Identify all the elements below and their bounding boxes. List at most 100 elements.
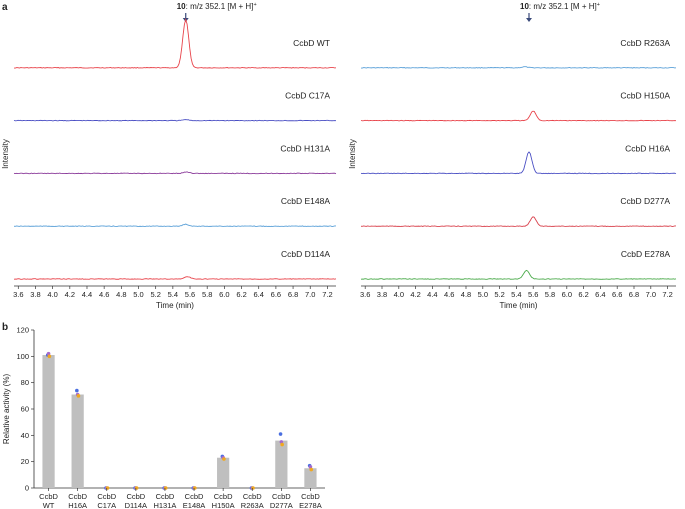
x-tick-label: 7.2	[322, 290, 332, 299]
trace-label-ccbd-r263a: CcbD R263A	[620, 38, 670, 48]
x-tick-label-line1: CcbD	[214, 492, 233, 501]
x-tick-label: 5.6	[528, 290, 538, 299]
x-tick-label: 6.4	[595, 290, 605, 299]
y-tick-label: 60	[21, 405, 29, 414]
trace-label-ccbd-h131a: CcbD H131A	[280, 143, 330, 153]
replicate-point	[280, 442, 284, 447]
trace-label-ccbd-d114a: CcbD D114A	[281, 249, 330, 259]
x-tick-label: 3.6	[13, 290, 23, 299]
panel-b-label: b	[2, 322, 8, 333]
x-axis-label: Time (min)	[156, 301, 194, 310]
x-tick-label: 3.8	[30, 290, 40, 299]
y-tick-label: 20	[21, 457, 29, 466]
trace-label-ccbd-e278a: CcbD E278A	[621, 249, 670, 259]
x-tick-label: 4.4	[427, 290, 437, 299]
x-tick-label-line1: CcbD	[97, 492, 116, 501]
x-tick-label: 4.0	[47, 290, 57, 299]
trace-ccbd-h131a	[13, 171, 337, 175]
x-tick-label-line1: CcbD	[185, 492, 204, 501]
x-tick-label: 4.0	[394, 290, 404, 299]
x-tick-label: 4.4	[82, 290, 92, 299]
x-tick-label-line2: H131A	[153, 501, 176, 509]
x-tick-label-line1: CcbD	[126, 492, 145, 501]
x-tick-label: 5.4	[511, 290, 521, 299]
y-tick-label: 80	[21, 378, 29, 387]
panel-a-right-chromatograms: 10: m/z 352.1 [M + H]+ Intensity CcbD R263…	[348, 2, 677, 310]
x-tick-label-line2: C17A	[97, 501, 116, 509]
x-tick-label: 5.4	[168, 290, 178, 299]
replicate-point	[76, 394, 81, 398]
x-tick-label: 6.2	[236, 290, 246, 299]
x-tick-label-line2: D277A	[270, 501, 293, 509]
x-tick-label-line2: E148A	[183, 501, 206, 509]
trace-label-ccbd-h150a: CcbD H150A	[620, 91, 670, 101]
x-tick-label: 5.0	[133, 290, 143, 299]
x-tick-label-line2: D114A	[125, 501, 147, 509]
x-tick-label: 4.2	[65, 290, 75, 299]
replicate-point	[222, 457, 226, 461]
x-tick-label: 4.8	[116, 290, 126, 299]
trace-label-ccbd-h16a: CcbD H16A	[625, 143, 670, 153]
replicate-point	[134, 486, 139, 490]
x-tick-label: 4.6	[444, 290, 454, 299]
replicate-point	[105, 486, 110, 490]
x-tick-label: 7.2	[662, 290, 672, 299]
x-tick-label: 4.6	[99, 290, 109, 299]
y-tick-label: 40	[21, 431, 29, 440]
replicate-point	[193, 486, 197, 490]
trace-ccbd-c17a	[13, 119, 337, 122]
x-tick-label-line1: CcbD	[243, 492, 262, 501]
bar-ccbd-h150a	[217, 457, 230, 488]
x-tick-label: 6.2	[578, 290, 588, 299]
annotation-arrow-head	[526, 18, 532, 22]
compound-annotation: 10: m/z 352.1 [M + H]+	[177, 2, 257, 11]
bar-ccbd-wt	[42, 355, 55, 488]
x-tick-label: 6.0	[219, 290, 229, 299]
x-tick-label: 6.4	[254, 290, 264, 299]
x-tick-label: 6.6	[612, 290, 622, 299]
x-tick-label-line2: R263A	[241, 501, 264, 509]
x-tick-label-line2: E278A	[299, 501, 322, 509]
x-tick-label: 6.0	[562, 290, 572, 299]
panel-a-left-chromatograms: 10: m/z 352.1 [M + H]+ Intensity CcbD WT Cc…	[1, 2, 337, 310]
x-tick-label: 5.6	[185, 290, 195, 299]
x-tick-label: 7.0	[646, 290, 656, 299]
y-tick-label: 100	[16, 352, 29, 361]
trace-ccbd-r263a	[360, 66, 677, 69]
trace-ccbd-h150a	[360, 110, 677, 122]
x-tick-label: 3.6	[360, 290, 370, 299]
y-tick-label: 120	[16, 326, 29, 335]
x-tick-label-line1: CcbD	[68, 492, 87, 501]
compound-annotation: 10: m/z 352.1 [M + H]+	[520, 2, 600, 11]
x-tick-label: 6.8	[288, 290, 298, 299]
replicate-point	[309, 467, 314, 472]
trace-ccbd-e148a	[13, 223, 337, 227]
x-tick-label: 5.2	[150, 290, 160, 299]
trace-label-ccbd-wt: CcbD WT	[293, 38, 330, 48]
trace-label-ccbd-c17a: CcbD C17A	[285, 91, 330, 101]
y-tick-label: 0	[25, 484, 29, 493]
replicate-point	[163, 486, 168, 490]
y-axis-label: Intensity	[348, 139, 357, 169]
trace-ccbd-d114a	[13, 276, 337, 280]
x-tick-label-line1: CcbD	[156, 492, 175, 501]
y-axis-label: Relative activity (%)	[2, 374, 11, 445]
x-tick-label: 3.8	[377, 290, 387, 299]
bar-ccbd-e278a	[304, 468, 317, 488]
x-tick-label: 6.6	[271, 290, 281, 299]
x-tick-label: 7.0	[305, 290, 315, 299]
x-tick-label: 5.0	[478, 290, 488, 299]
replicate-point	[278, 432, 283, 436]
x-tick-label: 5.8	[545, 290, 555, 299]
bar-ccbd-d277a	[275, 440, 288, 488]
replicate-point	[47, 354, 52, 359]
x-tick-label-line1: CcbD	[39, 492, 58, 501]
x-tick-label: 4.2	[410, 290, 420, 299]
x-tick-label-line2: H16A	[68, 501, 87, 509]
panel-a-label: a	[2, 2, 8, 13]
x-tick-label-line2: H150A	[212, 501, 235, 509]
trace-ccbd-d277a	[360, 216, 677, 227]
x-tick-label-line1: CcbD	[301, 492, 320, 501]
x-tick-label: 6.8	[629, 290, 639, 299]
